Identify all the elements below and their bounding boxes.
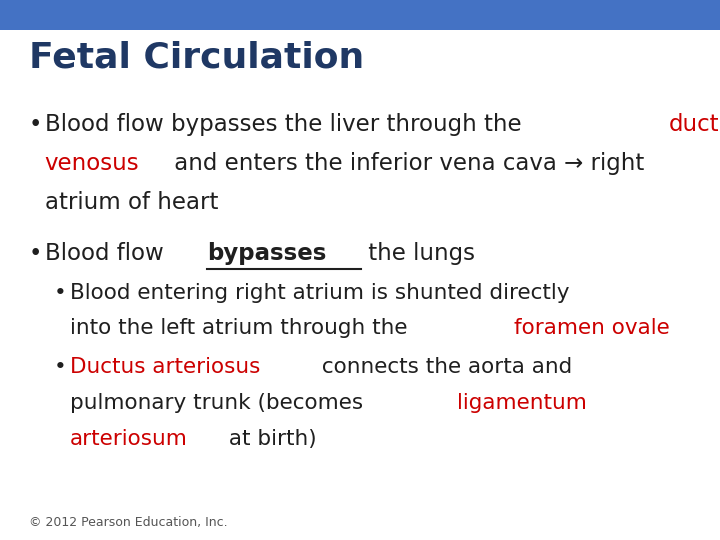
Text: connects the aorta and: connects the aorta and xyxy=(315,357,572,377)
Text: pulmonary trunk (becomes: pulmonary trunk (becomes xyxy=(70,393,370,413)
Text: Blood flow bypasses the liver through the: Blood flow bypasses the liver through th… xyxy=(45,113,528,137)
Text: ductus: ductus xyxy=(669,113,720,137)
Text: Ductus arteriosus: Ductus arteriosus xyxy=(70,357,260,377)
Text: atrium of heart: atrium of heart xyxy=(45,191,218,214)
Text: ligamentum: ligamentum xyxy=(457,393,587,413)
Text: venosus: venosus xyxy=(45,152,139,176)
Text: at birth): at birth) xyxy=(222,429,317,449)
Text: •: • xyxy=(29,113,42,137)
Text: •: • xyxy=(29,242,42,265)
Text: foramen ovale: foramen ovale xyxy=(514,318,670,338)
Text: arteriosum: arteriosum xyxy=(70,429,188,449)
Text: •: • xyxy=(54,357,67,377)
Text: and enters the inferior vena cava → right: and enters the inferior vena cava → righ… xyxy=(167,152,644,176)
Text: © 2012 Pearson Education, Inc.: © 2012 Pearson Education, Inc. xyxy=(29,516,228,529)
Text: Blood flow: Blood flow xyxy=(45,242,171,265)
Text: Blood entering right atrium is shunted directly: Blood entering right atrium is shunted d… xyxy=(70,282,570,302)
Text: the lungs: the lungs xyxy=(361,242,475,265)
Text: into the left atrium through the: into the left atrium through the xyxy=(70,318,414,338)
Bar xyxy=(0,0,720,30)
Text: bypasses: bypasses xyxy=(207,242,327,265)
Text: Fetal Circulation: Fetal Circulation xyxy=(29,40,364,75)
Text: •: • xyxy=(54,282,67,302)
